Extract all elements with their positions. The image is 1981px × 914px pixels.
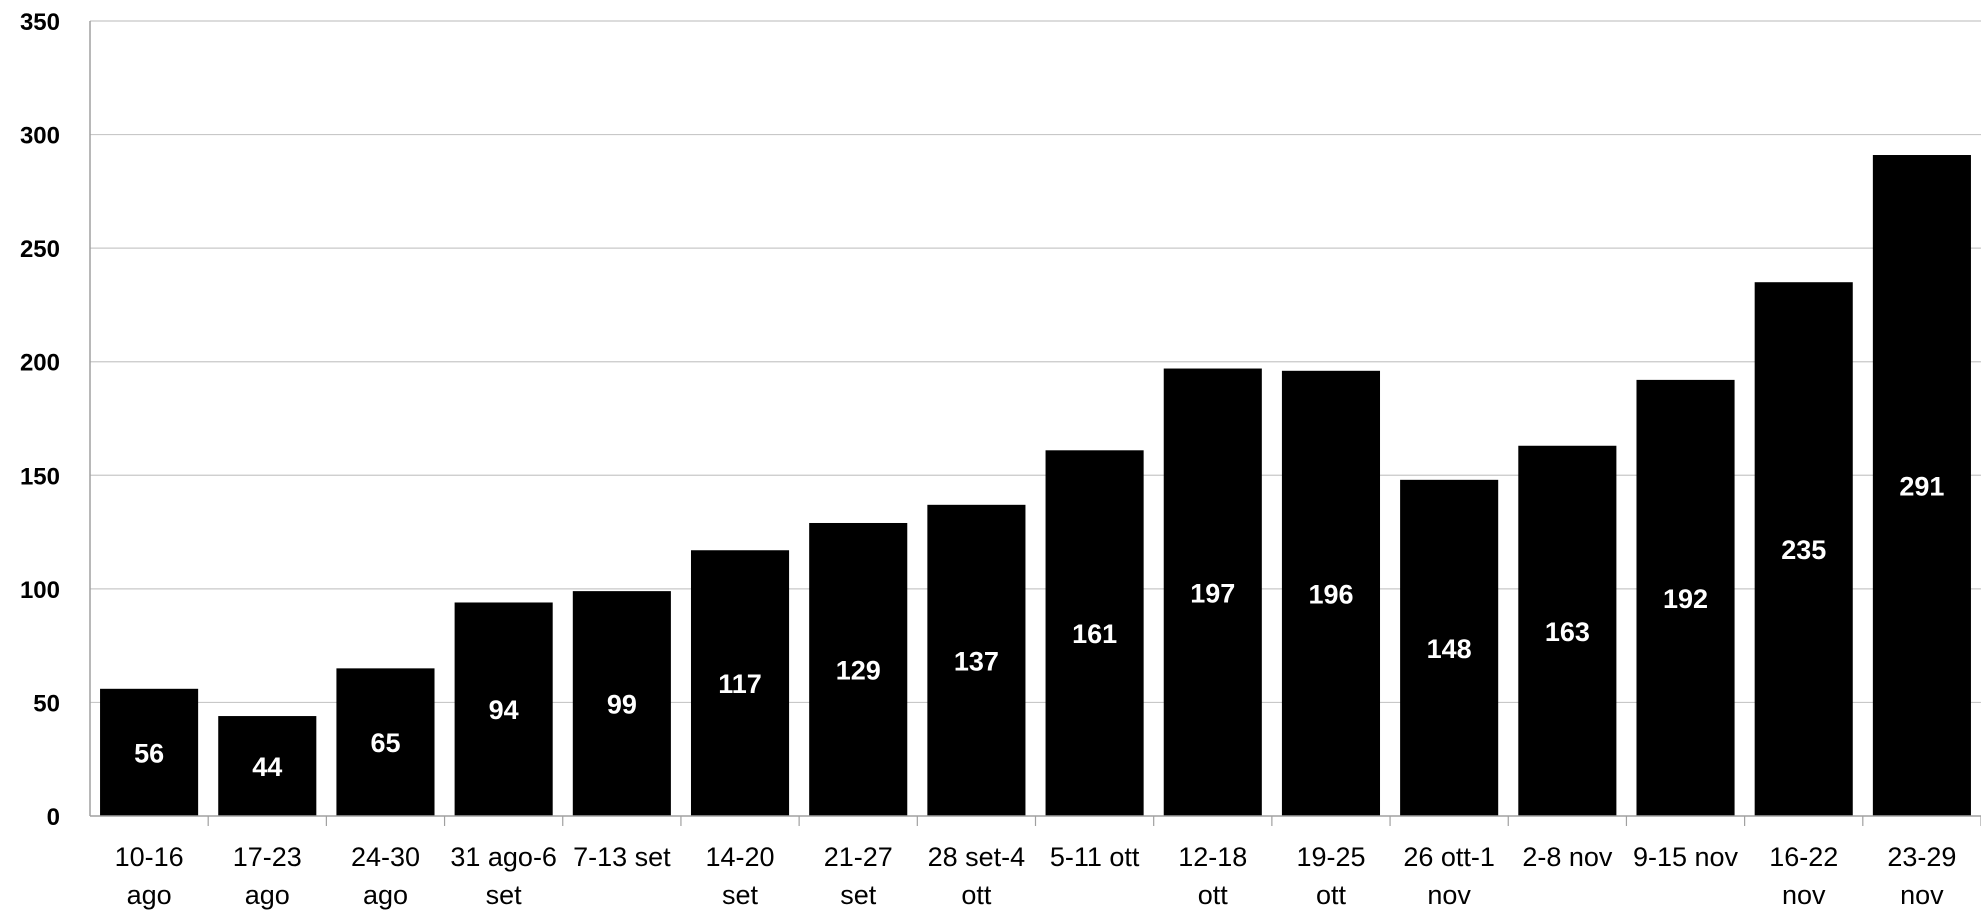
bar: [218, 716, 317, 816]
x-tick-label: 17-23 ago: [233, 842, 302, 910]
x-tick-label-line: 16-22: [1769, 842, 1838, 872]
bar: [1281, 370, 1381, 816]
x-tick-label-line: 7-13 set: [573, 842, 671, 872]
x-tick-label-line: 24-30: [351, 842, 420, 872]
x-tick-label-line: set: [722, 880, 759, 910]
x-tick-label: 9-15 nov: [1633, 842, 1739, 872]
x-tick-label-line: ago: [363, 880, 408, 910]
y-tick-label: 0: [47, 804, 60, 831]
data-label: 291: [1899, 472, 1944, 502]
x-tick-label-line: 9-15 nov: [1633, 842, 1739, 872]
y-tick-label: 300: [20, 123, 60, 150]
y-tick-label: 250: [20, 236, 60, 263]
bar: [1163, 368, 1262, 816]
bar: [809, 522, 908, 816]
x-tick-label-line: ago: [127, 880, 172, 910]
x-tick-label-line: 10-16: [115, 842, 184, 872]
x-tick-label: 19-25 ott: [1296, 842, 1365, 910]
x-tick-label-line: 23-29: [1887, 842, 1956, 872]
bar: [572, 591, 671, 816]
y-tick-label: 350: [20, 9, 60, 36]
x-tick-label-line: 2-8 nov: [1522, 842, 1613, 872]
y-axis-ticks: 0 50 100 150 200 250 300 350: [20, 9, 60, 831]
data-label: 56: [134, 738, 164, 768]
data-label: 235: [1781, 535, 1826, 565]
data-label: 65: [370, 728, 400, 758]
x-tick-label: 7-13 set: [573, 842, 671, 872]
data-label: 117: [718, 669, 762, 699]
data-label: 161: [1072, 619, 1117, 649]
x-tick-label: 2-8 nov: [1522, 842, 1613, 872]
x-tick-label: 10-16 ago: [115, 842, 184, 910]
gridlines: [90, 20, 1981, 704]
x-tick-label-line: 12-18: [1178, 842, 1247, 872]
bars: [100, 155, 1971, 816]
bar: [927, 504, 1026, 816]
x-tick-label: 5-11 ott: [1050, 842, 1140, 872]
x-tick-label-line: ott: [1198, 880, 1229, 910]
x-tick-label-line: 17-23: [233, 842, 302, 872]
bar: [1518, 445, 1617, 816]
y-tick-label: 150: [20, 463, 60, 490]
bar: [1872, 155, 1971, 816]
data-labels: 56 44 65 94 99 117 129 137 161 197 196 148 163 192 235…: [134, 472, 1944, 783]
x-tick-label-line: ott: [1316, 880, 1347, 910]
x-tick-label-line: 28 set-4: [928, 842, 1026, 872]
x-tick-label-line: 31 ago-6: [450, 842, 557, 872]
x-tick-label-line: ott: [961, 880, 992, 910]
x-tick-label-line: 26 ott-1: [1403, 842, 1495, 872]
data-label: 192: [1663, 584, 1708, 614]
x-tick-label-line: 14-20: [706, 842, 775, 872]
x-axis-ticks: 10-16 ago 17-23 ago 24-30 ago 31 ago-6 set 7-13 …: [115, 816, 1981, 910]
x-tick-label-line: 5-11 ott: [1050, 842, 1140, 872]
data-label: 196: [1308, 579, 1353, 609]
data-label: 148: [1427, 634, 1472, 664]
x-tick-label: 24-30 ago: [351, 842, 420, 910]
bar: [1754, 282, 1853, 816]
data-label: 99: [607, 690, 637, 720]
x-tick-label-line: ago: [245, 880, 290, 910]
y-tick-label: 50: [33, 690, 60, 717]
x-tick-label: 31 ago-6 set: [450, 842, 557, 910]
x-tick-label: 28 set-4 ott: [928, 842, 1026, 910]
data-label: 137: [954, 646, 999, 676]
x-tick-label-line: nov: [1900, 880, 1944, 910]
bar: [690, 550, 790, 816]
x-tick-label-line: set: [486, 880, 523, 910]
x-tick-label: 23-29 nov: [1887, 842, 1956, 910]
x-tick-label-line: nov: [1782, 880, 1826, 910]
x-tick-label-line: 21-27: [824, 842, 893, 872]
data-label: 129: [836, 655, 881, 685]
x-tick-label-line: nov: [1427, 880, 1471, 910]
bar: [1636, 379, 1735, 816]
data-label: 44: [252, 752, 282, 782]
data-label: 197: [1190, 578, 1235, 608]
x-tick-label: 16-22 nov: [1769, 842, 1838, 910]
x-tick-label: 21-27 set: [824, 842, 893, 910]
x-tick-label: 12-18 ott: [1178, 842, 1247, 910]
data-label: 94: [489, 695, 519, 725]
x-tick-label: 14-20 set: [706, 842, 775, 910]
bar: [1400, 479, 1499, 816]
bar: [454, 602, 553, 816]
bar: [100, 688, 199, 816]
y-tick-label: 100: [20, 577, 60, 604]
x-tick-label-line: set: [840, 880, 877, 910]
x-tick-label-line: 19-25: [1296, 842, 1365, 872]
bar: [336, 668, 435, 816]
x-tick-label: 26 ott-1 nov: [1403, 842, 1495, 910]
y-tick-label: 200: [20, 350, 60, 377]
bar: [1045, 450, 1144, 816]
data-label: 163: [1545, 617, 1590, 647]
